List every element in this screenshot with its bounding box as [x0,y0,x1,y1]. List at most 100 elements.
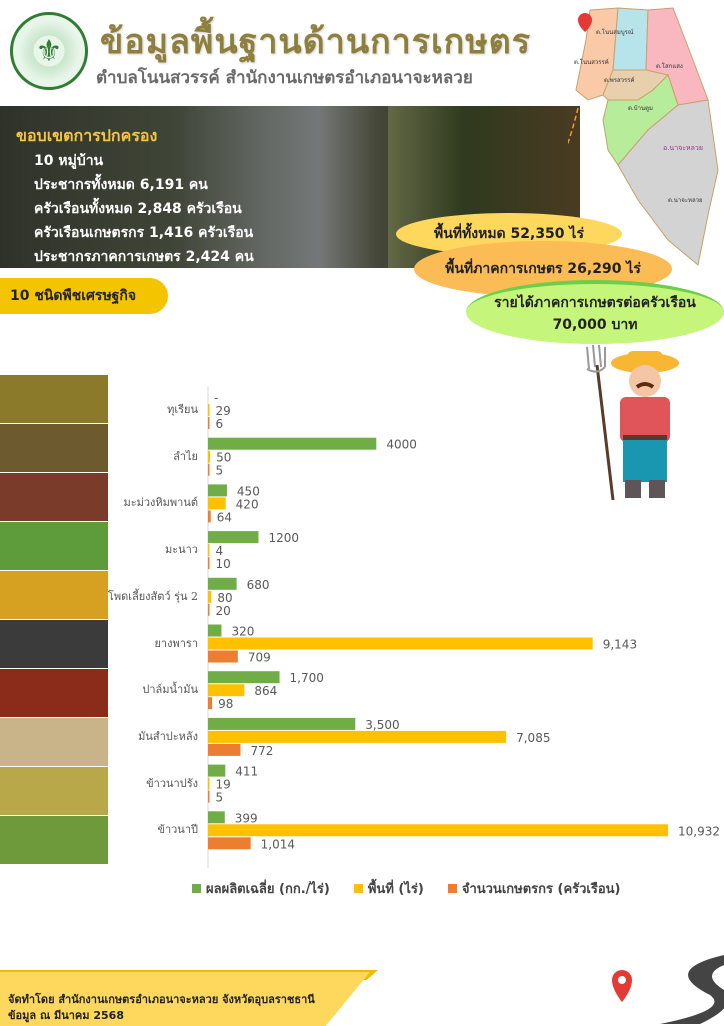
bar-2 [208,417,210,429]
bar-0 [208,717,356,730]
data-label: 64 [217,510,232,524]
crop-photo [0,767,108,815]
data-label: 399 [235,811,258,825]
bar-0 [208,484,227,497]
data-label: 420 [236,497,259,511]
bar-1 [208,497,226,510]
data-label: 4000 [386,438,417,452]
district-map: ต.โนนสมบูรณ์ ต.โนนสวรรค์ ต.โสกแสง ต.พรสว… [568,7,719,266]
footer-date: ข้อมูล ณ มีนาคม 2568 [8,1009,124,1022]
crop-photo [0,816,108,864]
data-label: 9,143 [603,638,637,652]
data-label: 1,700 [290,671,324,685]
crop-photo [0,620,108,668]
data-label: 5 [216,791,224,805]
category-label: ลำไย [173,449,198,463]
data-label: 98 [218,697,233,711]
bar-1 [208,637,593,650]
category-label: มะนาว [164,543,198,557]
location-pin-icon [612,970,632,1002]
crop-photo [0,375,108,423]
bar-2 [208,463,210,476]
crop-photo [0,669,108,717]
data-label: 7,085 [516,731,550,745]
bar-0 [208,437,377,450]
bar-2 [208,603,210,616]
map-label: ต.บ้านตูม [628,105,653,112]
data-label: 20 [216,604,231,618]
map-label: อ.นาจะหลวย [663,144,703,152]
map-label: ต.พรสวรรค์ [604,76,634,84]
bar-0 [208,624,222,637]
category-label: ทุเรียน [167,403,198,416]
data-label: 772 [250,744,273,758]
data-label: 29 [216,404,231,418]
map-label: ต.โนนสวรรค์ [574,58,609,66]
admin-farm-households: ครัวเรือนเกษตรกร 1,416 ครัวเรือน [34,225,254,241]
location-pin-icon [578,13,592,32]
admin-title: ขอบเขตการปกครอง [16,126,158,145]
map-label: ต.นาจะหลวย [668,197,703,204]
data-label: 10 [216,557,231,571]
bar-0 [208,577,237,590]
income-badge: รายได้ภาคการเกษตรต่อครัวเรือน 70,000 บาท [466,280,724,344]
bar-1 [208,730,507,743]
data-label: 1200 [268,531,299,545]
data-label: 5 [216,464,224,478]
income-value: 70,000 บาท [552,317,638,333]
bar-2 [208,697,213,710]
category-label: มะม่วงหิมพานต์ [123,496,198,510]
chart-legend: ผลผลิตเฉลี่ย (กก./ไร่) พื้นที่ (ไร่) จำน… [192,878,621,899]
footer-banner [0,972,370,1026]
legend-item-yield: ผลผลิตเฉลี่ย (กก./ไร่) [192,878,330,899]
data-label: - [214,391,218,405]
data-label: 864 [254,684,277,698]
bar-0 [208,531,259,544]
crop-photo [0,571,108,619]
category-label: มันสำปะหลัง [138,729,198,743]
data-label: 10,932 [678,824,720,838]
bar-2 [208,790,210,803]
bar-2 [208,510,211,523]
data-label: 6 [216,417,224,431]
data-label: 3,500 [365,718,399,732]
bar-2 [208,743,241,756]
data-label: 709 [248,651,271,665]
legend-item-farmers: จำนวนเกษตรกร (ครัวเรือน) [447,878,621,899]
page-title: ข้อมูลพื้นฐานด้านการเกษตร [100,22,531,62]
agency-logo: ⚜ [10,12,88,90]
crop-photo [0,522,108,570]
bar-0 [208,764,226,777]
data-label: 320 [231,625,254,639]
map-label: ต.โสกแสง [656,62,683,70]
bar-1 [208,544,210,557]
admin-farm-population: ประชากรภาคการเกษตร 2,424 คน [34,249,254,265]
bar-2 [208,837,251,850]
bar-0 [208,811,225,824]
data-label: 450 [237,484,260,498]
admin-households: ครัวเรือนทั้งหมด 2,848 ครัวเรือน [34,201,242,217]
category-label: ยางพารา [154,636,198,650]
crop-photo [0,424,108,472]
category-label: ปาล์มน้ำมัน [142,683,198,697]
farmer-illustration [586,345,679,501]
data-label: 50 [216,451,231,465]
bar-1 [208,450,211,463]
bar-0 [208,671,280,684]
bar-1 [208,824,668,837]
data-label: 4 [216,544,224,558]
crop-photo [0,718,108,766]
legend-item-area: พื้นที่ (ไร่) [353,878,424,899]
category-label: ข้าวนาปี [157,823,198,837]
page-subtitle: ตำบลโนนสวรรค์ สำนักงานเกษตรอำเภอนาจะหลวย [96,68,473,88]
data-label: 80 [217,591,232,605]
bar-1 [208,777,210,790]
road-illustration [612,955,724,1024]
bar-2 [208,557,210,570]
category-label: ข้าวนาปรัง [146,776,198,790]
crops-heading: 10 ชนิดพืชเศรษฐกิจ [0,278,168,314]
admin-population: ประชากรทั้งหมด 6,191 คน [34,177,208,193]
bar-2 [208,650,238,663]
admin-villages: 10 หมู่บ้าน [34,153,104,169]
data-label: 411 [235,765,258,779]
